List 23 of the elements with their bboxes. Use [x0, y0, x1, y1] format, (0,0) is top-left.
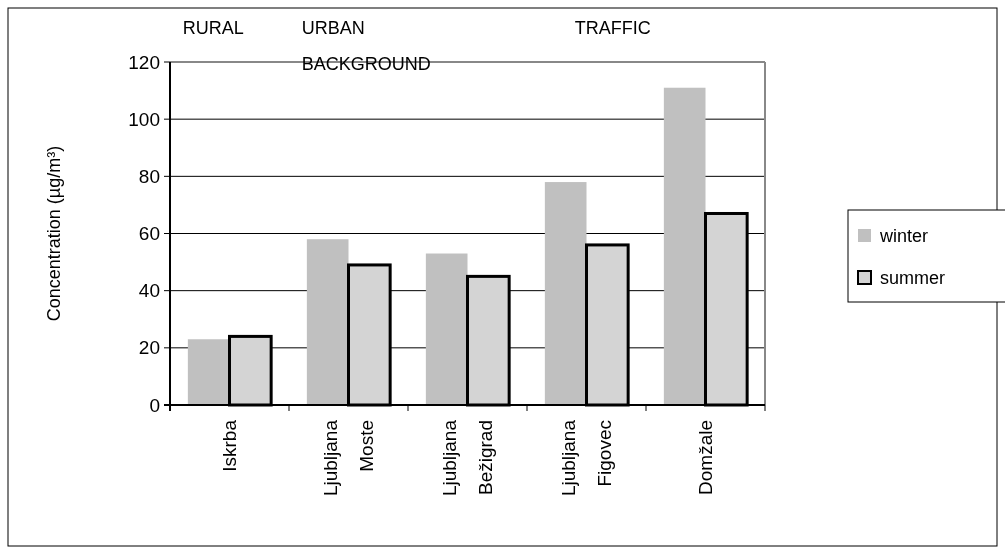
x-tick-label: Domžale — [695, 420, 717, 495]
legend-label: summer — [880, 268, 946, 289]
bar — [544, 182, 587, 405]
bar — [306, 239, 349, 405]
y-tick-label: 100 — [128, 108, 160, 130]
x-tick-label: Ljubljana Bežigrad — [439, 419, 497, 497]
legend-label: winter — [879, 226, 929, 247]
y-tick-label: 20 — [138, 337, 160, 359]
text: RURAL — [182, 18, 244, 38]
x-tick-label: Ljubljana Figovec — [558, 419, 616, 497]
text: TRAFFIC — [574, 18, 651, 38]
y-tick-label: 60 — [138, 223, 160, 245]
y-tick-label: 0 — [149, 394, 160, 416]
x-tick-label: Iskrba — [219, 419, 241, 472]
y-tick-label: 80 — [138, 165, 160, 187]
bar — [663, 87, 706, 405]
y-tick-label: 120 — [128, 51, 160, 73]
bar — [425, 253, 468, 405]
y-tick-label: 40 — [138, 280, 160, 302]
x-tick-label: Ljubljana Moste — [320, 419, 378, 497]
y-axis-title: Concentration (µg/m³) — [44, 145, 64, 322]
bar — [187, 339, 230, 405]
annotation: URBAN BACKGROUND — [301, 18, 431, 74]
